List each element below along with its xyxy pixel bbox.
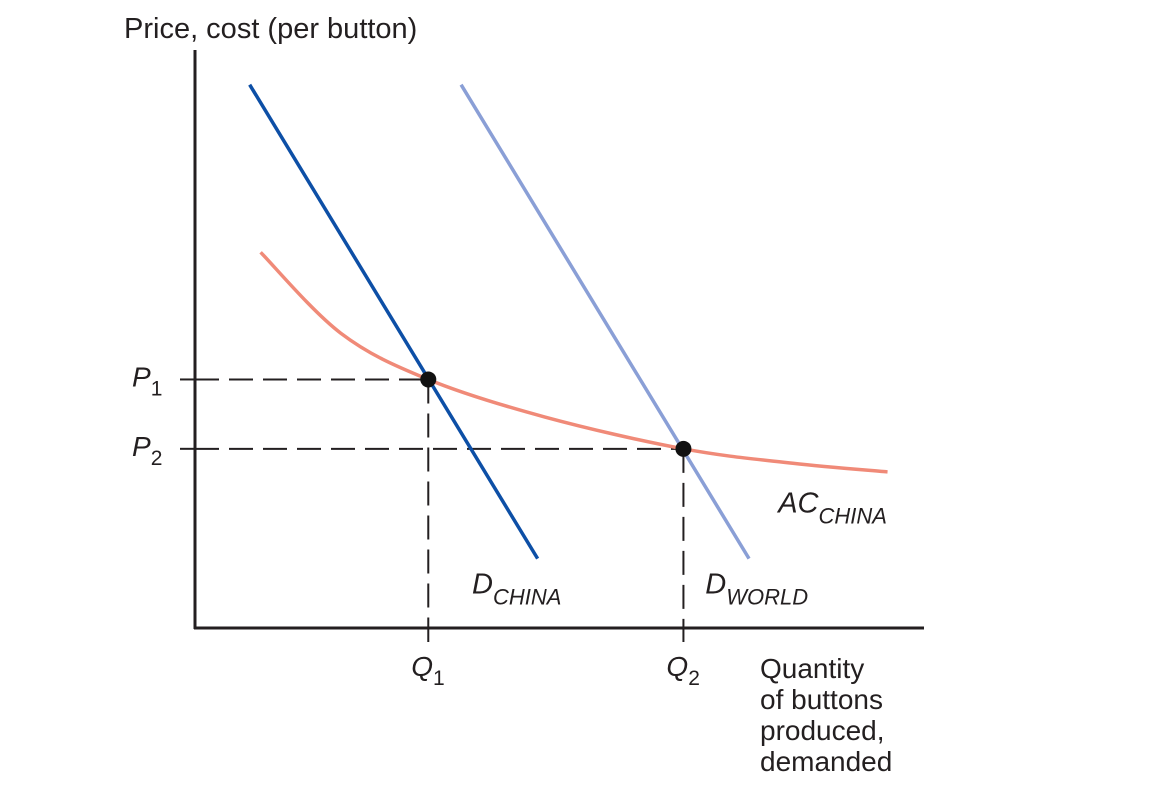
y-tick-label-1: P1 [132,361,162,400]
x-tick-label-2: Q2 [666,651,699,690]
x-tick-label-1: Q1 [411,651,444,690]
y-tick-subscript: 2 [151,447,163,470]
series-label-name: D [472,568,493,600]
chart-labels: Price, cost (per button) Quantity of but… [124,13,892,777]
x-tick-subscript: 1 [433,667,445,690]
y-tick-name: P [132,361,151,392]
series-label-ac-china: ACCHINA [776,487,887,528]
x-axis-title-line-4: demanded [760,746,892,777]
series-label-d-china: DCHINA [472,568,561,609]
series-line-d-china [248,83,540,560]
series-line-d-world [459,83,751,560]
equilibrium-point-2 [675,440,692,457]
chart-axes [193,50,924,630]
x-tick-name: Q [666,651,688,682]
x-axis-title-line-2: of buttons [760,684,883,715]
equilibrium-points [420,371,692,457]
series-label-subscript: CHINA [493,584,561,609]
x-axis-title-line-1: Quantity [760,653,864,684]
y-tick-label-2: P2 [132,431,162,470]
x-tick-name: Q [411,651,433,682]
series-line-ac-china [259,251,888,474]
series-label-name: D [705,568,726,600]
y-axis-title: Price, cost (per button) [124,13,417,45]
guide-lines [195,378,685,628]
series-label-name: AC [776,487,819,519]
y-tick-subscript: 1 [151,377,163,400]
chart-series [248,83,888,560]
x-tick-subscript: 2 [688,667,700,690]
x-axis-title: Quantity of buttons produced, demanded [760,653,892,777]
series-label-subscript: CHINA [818,503,886,528]
equilibrium-point-1 [420,371,437,388]
x-axis-title-line-3: produced, [760,715,885,746]
series-label-d-world: DWORLD [705,568,808,609]
y-tick-name: P [132,431,151,462]
series-label-subscript: WORLD [726,584,808,609]
